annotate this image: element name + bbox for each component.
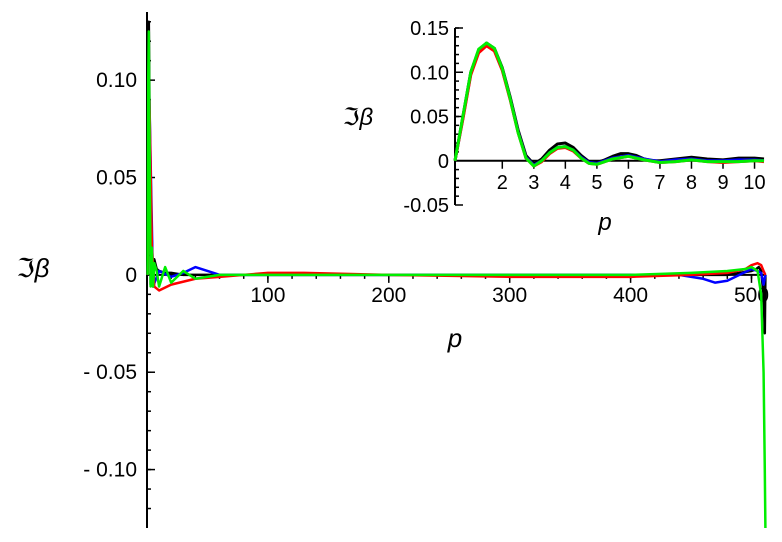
- inset-y-axis-label: ℑβ: [343, 104, 374, 131]
- inset-x-tick-label: 7: [654, 172, 665, 194]
- inset-series-line-3: [453, 41, 764, 168]
- inset-y-tick-label: -0.05: [403, 195, 449, 217]
- inset-y-tick-label: 0.05: [410, 107, 449, 129]
- inset-x-tick-label: 2: [497, 172, 508, 194]
- main-x-axis-label: p: [447, 323, 462, 353]
- main-y-tick-label: 0: [125, 264, 137, 287]
- main-y-tick-label: - 0.10: [83, 459, 137, 482]
- main-y-axis-label: ℑβ: [17, 253, 50, 283]
- inset-x-tick-label: 10: [743, 172, 765, 194]
- main-y-tick-label: - 0.05: [83, 361, 137, 384]
- inset-x-tick-label: 8: [686, 172, 697, 194]
- inset-x-tick-label: 4: [560, 172, 571, 194]
- inset-x-tick-label: 5: [591, 172, 602, 194]
- inset-y-tick-label: 0.15: [410, 18, 449, 40]
- main-x-tick-label: 300: [492, 284, 527, 307]
- main-y-tick-label: 0.05: [96, 167, 137, 190]
- inset-x-tick-label: 3: [528, 172, 539, 194]
- inset-x-axis-label: p: [597, 209, 611, 236]
- inset-x-tick-label: 6: [623, 172, 634, 194]
- inset-x-tick-label: 9: [717, 172, 728, 194]
- main-x-tick-label: 200: [371, 284, 406, 307]
- main-series-line-3: [146, 30, 767, 529]
- main-x-tick-label: 400: [613, 284, 648, 307]
- inset-y-tick-label: 0.10: [410, 62, 449, 84]
- main-y-tick-label: 0.10: [96, 69, 137, 92]
- main-x-tick-label: 100: [250, 284, 285, 307]
- inset-y-tick-label: 0: [438, 151, 449, 173]
- inset-plot: 2 3 4 5 6 7 8 9 10 0.15 0.10 0.05 0 -0.05 p ℑβ: [343, 18, 766, 236]
